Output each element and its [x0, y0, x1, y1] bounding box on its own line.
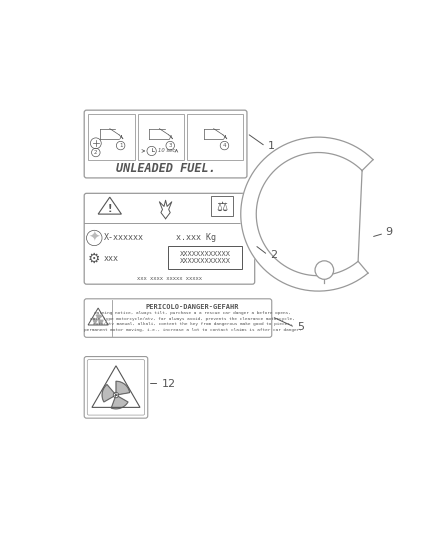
- Circle shape: [113, 392, 119, 398]
- Text: 10 sec.: 10 sec.: [158, 149, 177, 154]
- FancyBboxPatch shape: [84, 110, 247, 178]
- Polygon shape: [95, 314, 102, 320]
- Text: ⚖: ⚖: [216, 201, 228, 214]
- Polygon shape: [241, 137, 373, 291]
- Text: ✦: ✦: [88, 231, 100, 245]
- Text: xxx xxxx xxxxx xxxxx: xxx xxxx xxxxx xxxxx: [137, 276, 202, 280]
- Text: UNLEADED FUEL.: UNLEADED FUEL.: [116, 162, 215, 175]
- Circle shape: [315, 261, 334, 279]
- Text: !: !: [107, 204, 112, 214]
- Polygon shape: [98, 320, 103, 325]
- Bar: [138, 114, 184, 160]
- Text: 9: 9: [386, 227, 393, 237]
- Polygon shape: [116, 381, 130, 395]
- Bar: [168, 246, 242, 269]
- FancyBboxPatch shape: [84, 299, 272, 337]
- Text: auto type motorcycle/atv, far always avoid, prevents the clearance motorcycle,: auto type motorcycle/atv, far always avo…: [90, 317, 295, 321]
- Text: permanent motor moving, i.e., increase a lot to contact claims is after car dang: permanent motor moving, i.e., increase a…: [84, 328, 302, 332]
- Bar: [211, 196, 233, 216]
- Text: 2: 2: [270, 250, 277, 260]
- FancyBboxPatch shape: [84, 193, 255, 284]
- Text: XXXXXXXXXXXX: XXXXXXXXXXXX: [180, 258, 230, 264]
- Text: 4: 4: [223, 143, 226, 148]
- Text: x.xxx Kg: x.xxx Kg: [176, 233, 215, 243]
- Text: 2: 2: [94, 150, 98, 155]
- Text: X-xxxxxx: X-xxxxxx: [103, 233, 144, 243]
- Text: 1: 1: [119, 143, 122, 148]
- Text: XXXXXXXXXXXX: XXXXXXXXXXXX: [180, 251, 230, 257]
- FancyBboxPatch shape: [84, 357, 148, 418]
- Text: 1: 1: [268, 141, 275, 151]
- Text: xxx: xxx: [103, 254, 119, 263]
- FancyBboxPatch shape: [87, 360, 145, 415]
- Text: warning notice, always tilt, purchase a a rescue car danger a before opens,: warning notice, always tilt, purchase a …: [94, 311, 291, 316]
- Text: 5: 5: [297, 322, 304, 332]
- Polygon shape: [111, 395, 128, 409]
- Bar: [88, 114, 134, 160]
- Text: 3: 3: [169, 143, 172, 148]
- Text: auto/atv manual, alkali, content the key from dangerous make good to pieces,: auto/atv manual, alkali, content the key…: [93, 322, 293, 326]
- Text: PERICOLO-DANGER-GEFAHR: PERICOLO-DANGER-GEFAHR: [146, 303, 240, 310]
- Bar: [187, 114, 243, 160]
- Polygon shape: [102, 384, 116, 402]
- Text: 12: 12: [162, 378, 176, 389]
- Polygon shape: [93, 317, 98, 324]
- Text: ⚙: ⚙: [88, 252, 101, 266]
